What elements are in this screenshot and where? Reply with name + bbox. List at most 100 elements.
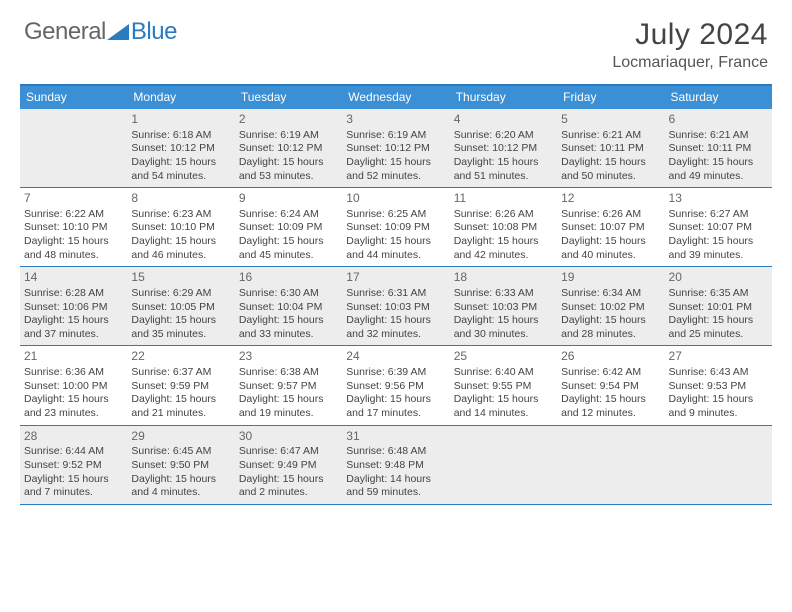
day-number: 9 — [239, 191, 338, 207]
day-cell: 16Sunrise: 6:30 AMSunset: 10:04 PMDaylig… — [235, 267, 342, 345]
day-cell: 22Sunrise: 6:37 AMSunset: 9:59 PMDayligh… — [127, 346, 234, 424]
day-cell: 5Sunrise: 6:21 AMSunset: 10:11 PMDayligh… — [557, 109, 664, 187]
day-sunrise: Sunrise: 6:21 AM — [669, 129, 768, 143]
day-number: 25 — [454, 349, 553, 365]
day-sunset: Sunset: 9:48 PM — [346, 459, 445, 473]
day-cell: 4Sunrise: 6:20 AMSunset: 10:12 PMDayligh… — [450, 109, 557, 187]
day-daylight: Daylight: 15 hours and 46 minutes. — [131, 235, 230, 262]
day-sunset: Sunset: 9:50 PM — [131, 459, 230, 473]
day-sunset: Sunset: 10:04 PM — [239, 301, 338, 315]
weekday-header-row: SundayMondayTuesdayWednesdayThursdayFrid… — [20, 86, 772, 109]
day-cell: 19Sunrise: 6:34 AMSunset: 10:02 PMDaylig… — [557, 267, 664, 345]
day-sunset: Sunset: 10:11 PM — [669, 142, 768, 156]
day-sunrise: Sunrise: 6:26 AM — [561, 208, 660, 222]
day-cell: 21Sunrise: 6:36 AMSunset: 10:00 PMDaylig… — [20, 346, 127, 424]
day-sunset: Sunset: 9:52 PM — [24, 459, 123, 473]
day-sunrise: Sunrise: 6:24 AM — [239, 208, 338, 222]
day-sunset: Sunset: 10:03 PM — [454, 301, 553, 315]
day-cell: 18Sunrise: 6:33 AMSunset: 10:03 PMDaylig… — [450, 267, 557, 345]
day-sunset: Sunset: 10:10 PM — [131, 221, 230, 235]
day-sunrise: Sunrise: 6:33 AM — [454, 287, 553, 301]
day-number: 5 — [561, 112, 660, 128]
day-cell: 20Sunrise: 6:35 AMSunset: 10:01 PMDaylig… — [665, 267, 772, 345]
day-daylight: Daylight: 15 hours and 2 minutes. — [239, 473, 338, 500]
weekday-header: Wednesday — [342, 86, 449, 109]
day-sunset: Sunset: 9:59 PM — [131, 380, 230, 394]
day-cell: 13Sunrise: 6:27 AMSunset: 10:07 PMDaylig… — [665, 188, 772, 266]
day-cell: 14Sunrise: 6:28 AMSunset: 10:06 PMDaylig… — [20, 267, 127, 345]
day-cell: 11Sunrise: 6:26 AMSunset: 10:08 PMDaylig… — [450, 188, 557, 266]
day-number: 28 — [24, 429, 123, 445]
day-number: 20 — [669, 270, 768, 286]
day-sunrise: Sunrise: 6:34 AM — [561, 287, 660, 301]
weekday-header: Tuesday — [235, 86, 342, 109]
day-sunset: Sunset: 10:12 PM — [346, 142, 445, 156]
day-daylight: Daylight: 15 hours and 44 minutes. — [346, 235, 445, 262]
day-sunrise: Sunrise: 6:42 AM — [561, 366, 660, 380]
day-sunrise: Sunrise: 6:35 AM — [669, 287, 768, 301]
day-sunrise: Sunrise: 6:45 AM — [131, 445, 230, 459]
day-cell: 29Sunrise: 6:45 AMSunset: 9:50 PMDayligh… — [127, 426, 234, 504]
month-title: July 2024 — [612, 18, 768, 52]
day-sunset: Sunset: 9:54 PM — [561, 380, 660, 394]
day-number: 3 — [346, 112, 445, 128]
day-sunrise: Sunrise: 6:22 AM — [24, 208, 123, 222]
day-sunset: Sunset: 10:05 PM — [131, 301, 230, 315]
day-sunrise: Sunrise: 6:29 AM — [131, 287, 230, 301]
day-sunrise: Sunrise: 6:26 AM — [454, 208, 553, 222]
day-number: 18 — [454, 270, 553, 286]
day-number: 13 — [669, 191, 768, 207]
day-cell: 9Sunrise: 6:24 AMSunset: 10:09 PMDayligh… — [235, 188, 342, 266]
day-sunset: Sunset: 10:06 PM — [24, 301, 123, 315]
day-number: 14 — [24, 270, 123, 286]
logo-text-general: General — [24, 18, 106, 46]
day-sunrise: Sunrise: 6:21 AM — [561, 129, 660, 143]
day-daylight: Daylight: 14 hours and 59 minutes. — [346, 473, 445, 500]
day-daylight: Daylight: 15 hours and 33 minutes. — [239, 314, 338, 341]
day-sunrise: Sunrise: 6:25 AM — [346, 208, 445, 222]
day-daylight: Daylight: 15 hours and 45 minutes. — [239, 235, 338, 262]
day-number: 24 — [346, 349, 445, 365]
day-cell: 8Sunrise: 6:23 AMSunset: 10:10 PMDayligh… — [127, 188, 234, 266]
day-daylight: Daylight: 15 hours and 37 minutes. — [24, 314, 123, 341]
day-number: 22 — [131, 349, 230, 365]
day-number: 1 — [131, 112, 230, 128]
day-cell-blank — [557, 426, 664, 504]
day-sunrise: Sunrise: 6:44 AM — [24, 445, 123, 459]
day-number: 15 — [131, 270, 230, 286]
location: Locmariaquer, France — [612, 54, 768, 72]
logo-text-blue: Blue — [131, 18, 177, 46]
day-sunset: Sunset: 10:11 PM — [561, 142, 660, 156]
day-daylight: Daylight: 15 hours and 25 minutes. — [669, 314, 768, 341]
day-number: 4 — [454, 112, 553, 128]
day-cell: 7Sunrise: 6:22 AMSunset: 10:10 PMDayligh… — [20, 188, 127, 266]
weekday-header: Thursday — [450, 86, 557, 109]
day-daylight: Daylight: 15 hours and 23 minutes. — [24, 393, 123, 420]
day-cell: 30Sunrise: 6:47 AMSunset: 9:49 PMDayligh… — [235, 426, 342, 504]
weekday-header: Saturday — [665, 86, 772, 109]
calendar: SundayMondayTuesdayWednesdayThursdayFrid… — [20, 84, 772, 505]
day-daylight: Daylight: 15 hours and 9 minutes. — [669, 393, 768, 420]
weekday-header: Monday — [127, 86, 234, 109]
day-daylight: Daylight: 15 hours and 17 minutes. — [346, 393, 445, 420]
day-daylight: Daylight: 15 hours and 52 minutes. — [346, 156, 445, 183]
day-sunset: Sunset: 10:07 PM — [669, 221, 768, 235]
day-number: 12 — [561, 191, 660, 207]
day-sunset: Sunset: 10:12 PM — [454, 142, 553, 156]
day-sunset: Sunset: 10:03 PM — [346, 301, 445, 315]
day-sunrise: Sunrise: 6:48 AM — [346, 445, 445, 459]
day-number: 16 — [239, 270, 338, 286]
title-block: July 2024 Locmariaquer, France — [612, 18, 768, 72]
day-daylight: Daylight: 15 hours and 7 minutes. — [24, 473, 123, 500]
day-number: 19 — [561, 270, 660, 286]
day-sunset: Sunset: 10:10 PM — [24, 221, 123, 235]
day-daylight: Daylight: 15 hours and 35 minutes. — [131, 314, 230, 341]
weekday-header: Sunday — [20, 86, 127, 109]
day-number: 8 — [131, 191, 230, 207]
week-row: 21Sunrise: 6:36 AMSunset: 10:00 PMDaylig… — [20, 346, 772, 425]
day-sunrise: Sunrise: 6:20 AM — [454, 129, 553, 143]
day-number: 7 — [24, 191, 123, 207]
day-sunset: Sunset: 10:00 PM — [24, 380, 123, 394]
day-number: 31 — [346, 429, 445, 445]
day-number: 6 — [669, 112, 768, 128]
